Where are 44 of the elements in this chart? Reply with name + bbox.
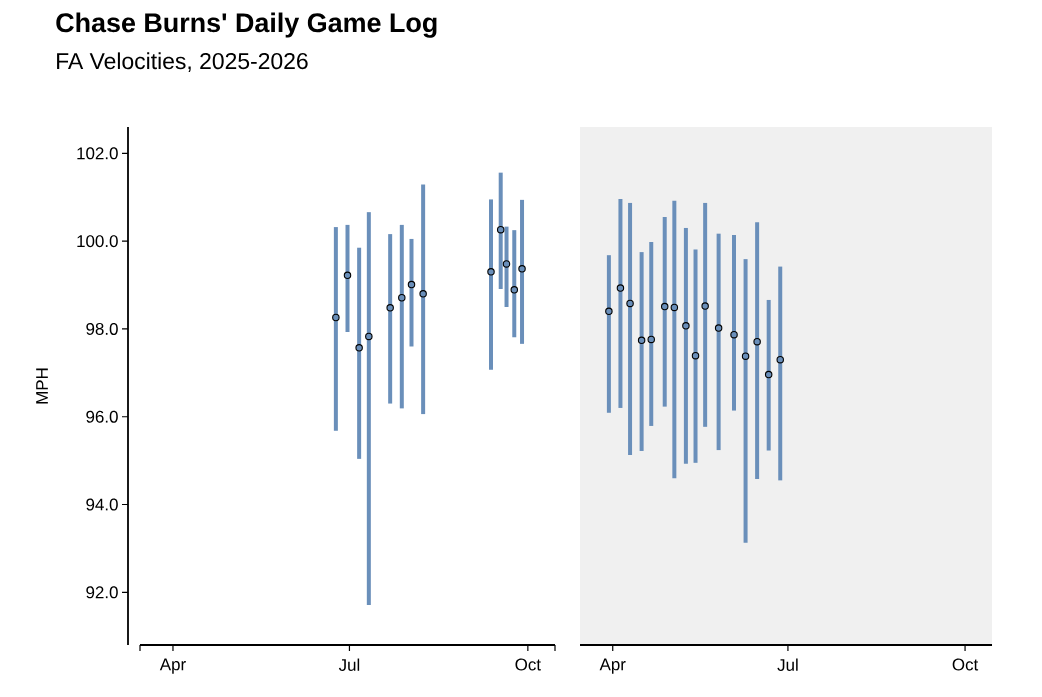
chart-title: Chase Burns' Daily Game Log [56,12,437,38]
point [386,304,394,312]
point [502,260,511,268]
y-axis-title: MPH [36,368,48,404]
y-tick-label: 100.0 [77,235,118,248]
point [419,290,427,298]
point [637,336,646,345]
point [355,344,363,352]
x-tick-label: Jul [338,658,360,671]
point [626,299,634,308]
point [510,286,519,294]
x-tick-label: Oct [952,658,979,671]
point [365,332,373,341]
chart-subtitle: FA Velocities, 2025-2026 [57,52,308,72]
point [776,355,784,364]
point [682,322,690,330]
y-tick-label: 92.0 [86,586,118,599]
point [647,335,655,344]
point [332,313,340,322]
x-tick-label: Apr [599,658,626,674]
point [691,351,700,360]
x-tick-label: Jul [777,658,798,671]
point [605,307,613,316]
point [398,294,406,302]
point [660,302,669,311]
y-tick-label: 94.0 [86,498,118,511]
point [487,268,495,276]
point [670,303,679,312]
point [518,265,526,273]
point [753,337,761,346]
x-tick-label: Oct [515,658,541,671]
point [764,370,773,379]
point [407,280,416,289]
point [496,225,505,234]
y-tick-label: 96.0 [86,410,118,423]
point [616,284,625,292]
point [741,352,750,360]
y-tick-label: 98.0 [86,322,118,335]
x-tick-label: Apr [159,658,186,674]
y-tick-label: 102.0 [77,147,118,160]
point [714,324,723,332]
point [730,330,738,339]
point [343,271,352,280]
point [701,302,709,310]
